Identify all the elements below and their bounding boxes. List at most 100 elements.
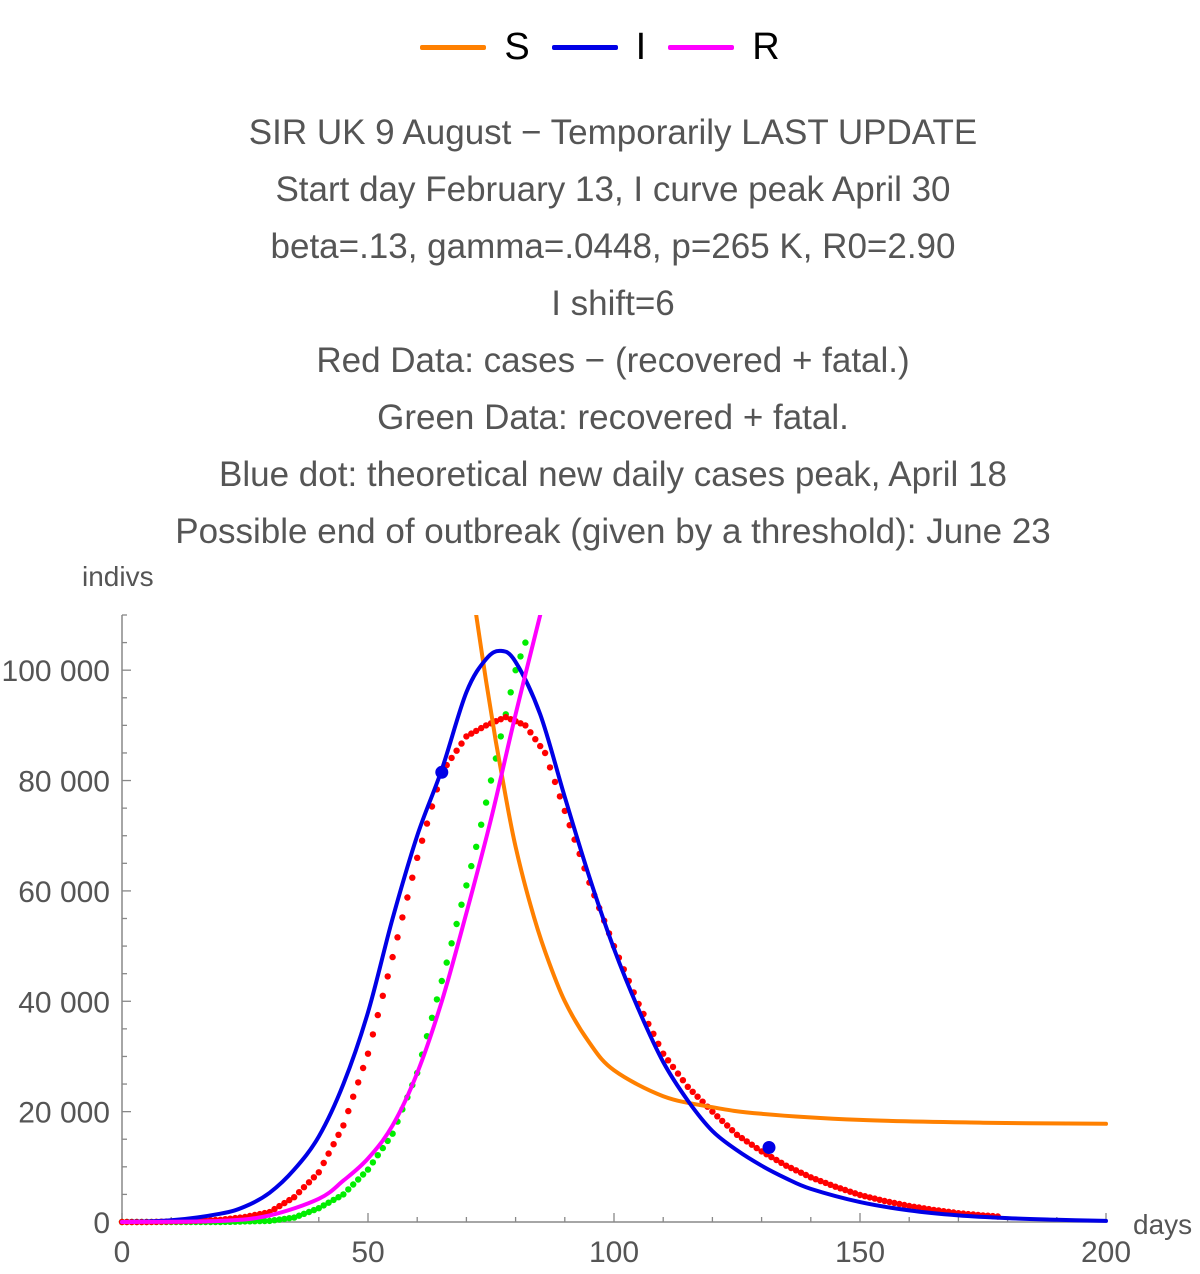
- x-tick-label: 150: [835, 1236, 885, 1269]
- red-data-point: [551, 778, 559, 786]
- red-data-point: [522, 722, 529, 729]
- green-data-point: [300, 1210, 308, 1218]
- green-data-point: [320, 1202, 327, 1209]
- red-data-point: [694, 1093, 701, 1100]
- green-data-point: [340, 1191, 347, 1198]
- green-data-point: [281, 1215, 288, 1223]
- green-data-point: [433, 996, 441, 1003]
- red-data-point: [281, 1199, 288, 1207]
- green-data-point: [453, 920, 460, 928]
- green-data-point: [359, 1171, 367, 1178]
- red-data-point: [359, 1064, 367, 1072]
- red-data-point: [802, 1171, 810, 1179]
- green-data-point: [310, 1206, 318, 1214]
- red-data-point: [517, 720, 524, 727]
- red-data-point: [291, 1194, 298, 1201]
- red-data-point: [389, 953, 396, 961]
- blue-dot-marker: [762, 1141, 776, 1154]
- red-data-point: [423, 820, 431, 827]
- red-data-point: [792, 1167, 800, 1174]
- chart-title: SIR UK 9 August − Temporarily LAST UPDAT…: [248, 113, 978, 152]
- green-data-point: [507, 689, 514, 696]
- red-data-point: [856, 1191, 864, 1199]
- red-data-point: [271, 1205, 278, 1213]
- legend-swatch-s: [420, 44, 487, 50]
- y-tick-label: 40 000: [18, 986, 110, 1019]
- green-data-point: [487, 777, 495, 784]
- y-axis-label: indivs: [82, 561, 154, 592]
- red-data-point: [817, 1177, 824, 1185]
- red-data-point: [797, 1169, 805, 1176]
- red-data-point: [876, 1196, 883, 1204]
- red-data-point: [886, 1198, 893, 1206]
- red-data-point: [458, 740, 465, 747]
- green-data-point: [330, 1196, 337, 1204]
- red-data-point: [453, 747, 460, 754]
- green-data-point: [374, 1152, 381, 1159]
- green-data-point: [463, 882, 470, 889]
- series-r-line: [120, 615, 543, 1224]
- red-data-point: [478, 724, 485, 732]
- red-data-point: [276, 1202, 283, 1210]
- red-data-point: [807, 1174, 814, 1181]
- legend-item-i: I: [551, 26, 646, 69]
- red-data-point: [404, 894, 411, 901]
- red-data-point: [374, 1011, 381, 1019]
- red-data-point: [556, 793, 564, 800]
- red-data-point: [335, 1131, 342, 1139]
- red-data-point: [546, 764, 554, 771]
- series-green-data: [118, 639, 529, 1226]
- green-data-point: [428, 1014, 436, 1021]
- red-data-point: [414, 854, 421, 861]
- legend-swatch-i: [551, 44, 618, 50]
- red-data-point: [320, 1159, 327, 1167]
- red-data-point: [468, 730, 475, 737]
- red-data-point: [847, 1188, 854, 1195]
- red-data-point: [364, 1050, 372, 1057]
- red-data-point: [350, 1093, 357, 1100]
- series-i-line: [120, 648, 1108, 1224]
- green-data-point: [438, 977, 445, 985]
- red-data-point: [920, 1205, 928, 1212]
- subtitle-end-of-outbreak: Possible end of outbreak (given by a thr…: [175, 512, 1051, 551]
- green-data-point: [364, 1166, 372, 1173]
- green-data-point: [443, 959, 450, 966]
- red-data-point: [822, 1179, 829, 1187]
- red-data-point: [901, 1201, 908, 1209]
- red-data-point: [497, 716, 504, 723]
- red-data-point: [355, 1079, 362, 1086]
- y-tick-label: 60 000: [18, 876, 110, 909]
- red-data-point: [719, 1117, 726, 1125]
- red-data-point: [787, 1164, 795, 1172]
- red-data-point: [861, 1193, 869, 1200]
- y-tick-label: 20 000: [18, 1097, 110, 1130]
- red-data-point: [753, 1144, 760, 1152]
- green-data-point: [266, 1217, 273, 1225]
- red-data-point: [915, 1204, 923, 1211]
- red-data-point: [315, 1169, 322, 1176]
- green-data-point: [458, 901, 465, 908]
- green-data-point: [261, 1217, 268, 1225]
- red-data-point: [418, 837, 426, 844]
- red-data-point: [482, 722, 490, 729]
- green-data-point: [522, 639, 529, 646]
- green-data-point: [379, 1144, 386, 1152]
- red-data-point: [724, 1122, 731, 1129]
- legend-item-r: R: [668, 26, 780, 69]
- series-red-data: [118, 713, 1001, 1226]
- red-data-point: [910, 1203, 918, 1211]
- red-data-point: [541, 749, 549, 757]
- green-data-point: [468, 862, 475, 870]
- green-data-point: [448, 940, 455, 947]
- red-data-point: [689, 1088, 696, 1096]
- red-data-point: [537, 742, 544, 750]
- red-data-point: [669, 1063, 677, 1071]
- green-data-point: [497, 733, 504, 740]
- green-data-point: [286, 1215, 293, 1222]
- green-data-point: [295, 1212, 303, 1219]
- red-data-point: [409, 874, 416, 881]
- red-data-point: [842, 1186, 849, 1194]
- x-tick-label: 0: [114, 1236, 131, 1269]
- red-data-point: [827, 1181, 834, 1189]
- red-data-point: [394, 934, 401, 941]
